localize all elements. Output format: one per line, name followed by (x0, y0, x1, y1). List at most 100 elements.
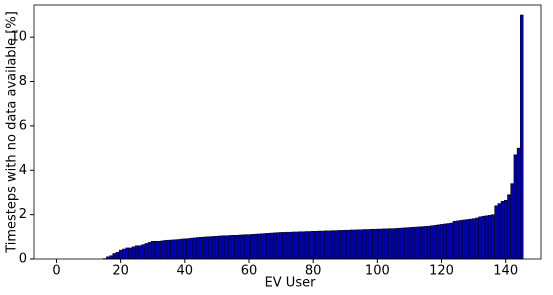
bar (500, 201, 505, 260)
bar (475, 217, 479, 260)
bar (247, 234, 251, 260)
bar (420, 226, 424, 260)
bar (199, 237, 203, 260)
bar (449, 222, 453, 260)
bar (333, 230, 338, 260)
bar (221, 235, 226, 260)
bar (497, 203, 501, 260)
bar (269, 232, 274, 260)
bar (128, 247, 132, 260)
bar (279, 232, 283, 260)
bar (144, 243, 149, 260)
y-tick-label: 8 (19, 74, 27, 89)
bar (414, 226, 418, 260)
bar (401, 227, 405, 260)
x-tick-label: 40 (177, 264, 194, 279)
x-tick-label: 80 (305, 264, 322, 279)
bar (426, 225, 431, 260)
bar (404, 227, 408, 260)
bar (208, 236, 213, 260)
bar (250, 234, 254, 260)
bar (167, 239, 171, 260)
bar (452, 221, 457, 260)
bar (183, 238, 187, 260)
bar (366, 229, 370, 260)
bar (407, 227, 412, 260)
bar (433, 225, 437, 260)
bar (327, 230, 331, 260)
bar (513, 154, 518, 260)
bar (282, 232, 286, 260)
bar (516, 147, 521, 260)
bar (340, 230, 344, 260)
bar (154, 241, 158, 260)
bar (468, 218, 473, 260)
bar (311, 231, 315, 260)
bar (459, 220, 463, 260)
x-tick-label: 0 (52, 264, 60, 279)
bar (321, 230, 325, 260)
bar (244, 234, 248, 260)
bar (263, 233, 267, 260)
bar (330, 230, 335, 260)
bar (346, 229, 351, 260)
bar (176, 239, 181, 260)
bar (443, 223, 447, 260)
bar (163, 240, 168, 260)
bar (478, 216, 482, 260)
bar (359, 229, 363, 260)
bar (266, 233, 270, 260)
y-tick-label: 0 (19, 252, 27, 267)
bar (151, 241, 155, 260)
bar (118, 249, 123, 260)
bar (337, 230, 341, 260)
bar (228, 235, 232, 260)
bar (353, 229, 357, 260)
bar (471, 218, 476, 260)
bar (179, 238, 184, 260)
bar (462, 219, 466, 260)
bar (417, 226, 421, 260)
bar (131, 246, 136, 260)
bar (253, 233, 258, 260)
bar (430, 225, 434, 260)
bar (356, 229, 360, 260)
bar (369, 229, 373, 260)
bar (192, 237, 197, 260)
bar (385, 228, 389, 260)
y-tick-label: 2 (19, 207, 27, 222)
bar (237, 234, 242, 260)
bar (343, 229, 347, 260)
bar (195, 237, 200, 260)
x-tick-label: 120 (429, 264, 454, 279)
bar (507, 194, 511, 260)
bar (324, 230, 328, 260)
bar (295, 231, 299, 260)
bar (212, 236, 216, 260)
bar (394, 228, 399, 260)
bar (308, 231, 312, 260)
bar (272, 232, 277, 260)
bar (157, 241, 161, 260)
bar (378, 228, 383, 260)
bar (382, 228, 386, 260)
bar (205, 236, 209, 260)
bar (147, 242, 152, 260)
bar (484, 215, 489, 260)
bar (520, 14, 524, 260)
bar (141, 244, 145, 260)
bar (109, 255, 113, 260)
bar (398, 227, 402, 260)
x-tick-label: 20 (112, 264, 129, 279)
bar (362, 229, 367, 260)
bar (487, 215, 492, 260)
bar (215, 235, 219, 260)
bar (256, 233, 261, 260)
bar (224, 235, 229, 260)
bar (231, 235, 235, 260)
bar (298, 231, 303, 260)
bar (240, 234, 245, 260)
y-axis-label: Timesteps with no data available [%] (5, 11, 20, 254)
y-tick-label: 10 (10, 30, 27, 45)
